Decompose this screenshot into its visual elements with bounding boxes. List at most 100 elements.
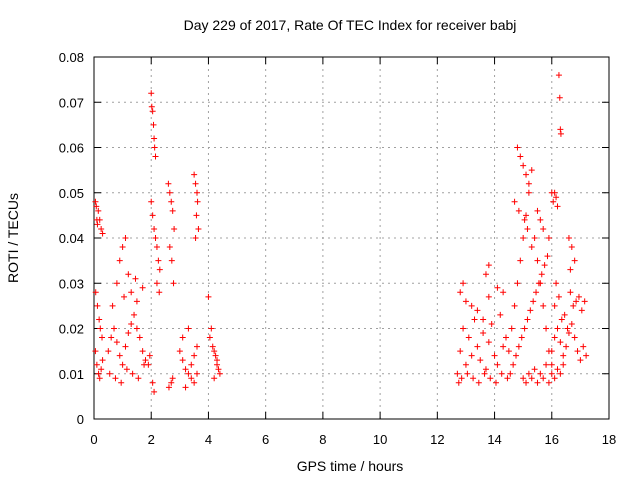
data-point bbox=[534, 257, 541, 264]
data-point bbox=[93, 361, 100, 368]
x-tick-label: 12 bbox=[430, 432, 444, 447]
data-point bbox=[554, 325, 561, 332]
data-point bbox=[524, 316, 531, 323]
data-point bbox=[531, 235, 538, 241]
x-tick-labels: 0 2 4 6 8 10 12 14 16 18 bbox=[90, 432, 616, 447]
data-point bbox=[583, 352, 590, 359]
data-point bbox=[491, 352, 498, 359]
data-point bbox=[571, 257, 578, 264]
data-point bbox=[507, 370, 514, 377]
data-point bbox=[581, 298, 588, 305]
data-point bbox=[508, 325, 515, 332]
data-point bbox=[560, 361, 567, 368]
data-point bbox=[574, 348, 581, 355]
data-point bbox=[520, 375, 527, 382]
data-point bbox=[457, 348, 464, 355]
data-point bbox=[152, 153, 159, 160]
data-point bbox=[503, 334, 509, 341]
data-point bbox=[122, 343, 129, 350]
data-point bbox=[535, 280, 542, 287]
data-point bbox=[544, 253, 551, 260]
data-point bbox=[531, 366, 538, 373]
data-point bbox=[498, 370, 505, 377]
data-point bbox=[205, 293, 212, 300]
data-point bbox=[208, 325, 215, 332]
data-point bbox=[146, 352, 153, 359]
data-point bbox=[150, 121, 157, 128]
data-point bbox=[185, 325, 192, 332]
data-point bbox=[474, 307, 481, 314]
data-point bbox=[148, 90, 155, 97]
data-point bbox=[149, 108, 156, 115]
data-point bbox=[517, 257, 524, 264]
data-point bbox=[524, 225, 531, 232]
data-point bbox=[192, 235, 199, 241]
data-point bbox=[558, 316, 565, 323]
data-point bbox=[168, 257, 175, 264]
data-point bbox=[191, 352, 198, 359]
data-point bbox=[565, 235, 572, 241]
data-point bbox=[166, 189, 173, 196]
data-point bbox=[567, 289, 574, 296]
x-tick-label: 10 bbox=[373, 432, 387, 447]
data-point bbox=[168, 198, 175, 205]
data-point bbox=[94, 302, 101, 309]
data-point bbox=[513, 352, 520, 359]
data-point bbox=[191, 171, 198, 178]
data-point bbox=[465, 334, 472, 341]
data-point bbox=[118, 379, 125, 386]
data-point bbox=[511, 302, 518, 309]
data-point bbox=[151, 388, 158, 395]
data-point bbox=[99, 230, 106, 237]
data-point bbox=[570, 302, 577, 309]
data-point bbox=[580, 343, 587, 350]
data-point bbox=[153, 244, 160, 251]
data-point bbox=[185, 370, 192, 377]
data-point bbox=[129, 370, 136, 377]
x-tick-label: 16 bbox=[545, 432, 559, 447]
data-point bbox=[514, 144, 521, 151]
data-point bbox=[141, 361, 148, 368]
data-point bbox=[567, 266, 574, 273]
data-point bbox=[515, 207, 522, 214]
data-point bbox=[494, 361, 501, 368]
data-point bbox=[578, 307, 585, 314]
data-point bbox=[169, 207, 176, 214]
x-axis-label: GPS time / hours bbox=[297, 458, 404, 474]
data-point bbox=[135, 375, 142, 382]
y-tick-label: 0 bbox=[77, 412, 84, 427]
data-point bbox=[148, 198, 155, 205]
data-point bbox=[565, 330, 572, 337]
data-point bbox=[543, 361, 550, 368]
data-point bbox=[573, 298, 580, 305]
x-tick-label: 2 bbox=[148, 432, 155, 447]
data-point bbox=[521, 216, 528, 223]
data-point bbox=[488, 320, 495, 327]
data-point bbox=[142, 357, 149, 364]
data-point bbox=[151, 144, 158, 151]
data-point bbox=[112, 375, 119, 382]
data-point bbox=[543, 325, 550, 332]
data-point bbox=[525, 180, 532, 187]
data-point bbox=[510, 361, 517, 368]
data-point bbox=[105, 348, 112, 355]
data-point bbox=[474, 343, 481, 350]
data-point bbox=[521, 325, 528, 332]
data-point bbox=[557, 130, 564, 137]
data-point bbox=[99, 357, 106, 364]
data-point bbox=[481, 370, 488, 377]
data-point bbox=[527, 307, 534, 314]
data-point bbox=[136, 334, 143, 341]
x-tick-label: 6 bbox=[262, 432, 269, 447]
data-point bbox=[537, 216, 544, 223]
data-point bbox=[96, 375, 103, 382]
data-point bbox=[182, 384, 189, 391]
data-point bbox=[540, 302, 547, 309]
data-point bbox=[555, 293, 562, 300]
data-point bbox=[568, 244, 575, 251]
data-point bbox=[133, 325, 140, 332]
data-point bbox=[99, 334, 106, 341]
data-point bbox=[119, 244, 126, 251]
data-point bbox=[554, 366, 561, 373]
data-point bbox=[169, 375, 176, 382]
